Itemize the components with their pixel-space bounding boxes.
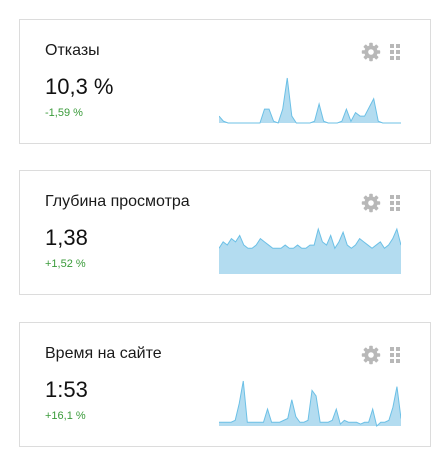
widget-title: Отказы (45, 42, 100, 59)
drag-handle-icon[interactable] (389, 43, 401, 61)
sparkline-chart (219, 77, 401, 124)
widget-bounce-rate: Отказы 10,3 % -1,59 % (19, 19, 431, 144)
widget-value: 10,3 % (45, 74, 114, 99)
sparkline-area (219, 381, 401, 426)
sparkline-area (219, 229, 401, 274)
widget-value: 1,38 (45, 225, 88, 250)
sparkline-area (219, 78, 401, 123)
widget-delta: +1,52 % (45, 258, 86, 270)
sparkline-line (219, 77, 401, 124)
gear-icon[interactable] (361, 345, 381, 365)
widget-delta: -1,59 % (45, 107, 83, 119)
sparkline-chart (219, 227, 401, 274)
widget-title: Глубина просмотра (45, 193, 190, 210)
widget-time-on-site: Время на сайте 1:53 +16,1 % (19, 322, 431, 447)
widget-value: 1:53 (45, 377, 88, 402)
sparkline-line (219, 227, 401, 250)
sparkline-line (219, 380, 401, 427)
gear-icon[interactable] (361, 42, 381, 62)
drag-handle-icon[interactable] (389, 194, 401, 212)
sparkline-chart (219, 380, 401, 427)
widget-delta: +16,1 % (45, 410, 86, 422)
widget-page-depth: Глубина просмотра 1,38 +1,52 % (19, 170, 431, 295)
widget-title: Время на сайте (45, 345, 162, 362)
drag-handle-icon[interactable] (389, 346, 401, 364)
gear-icon[interactable] (361, 193, 381, 213)
